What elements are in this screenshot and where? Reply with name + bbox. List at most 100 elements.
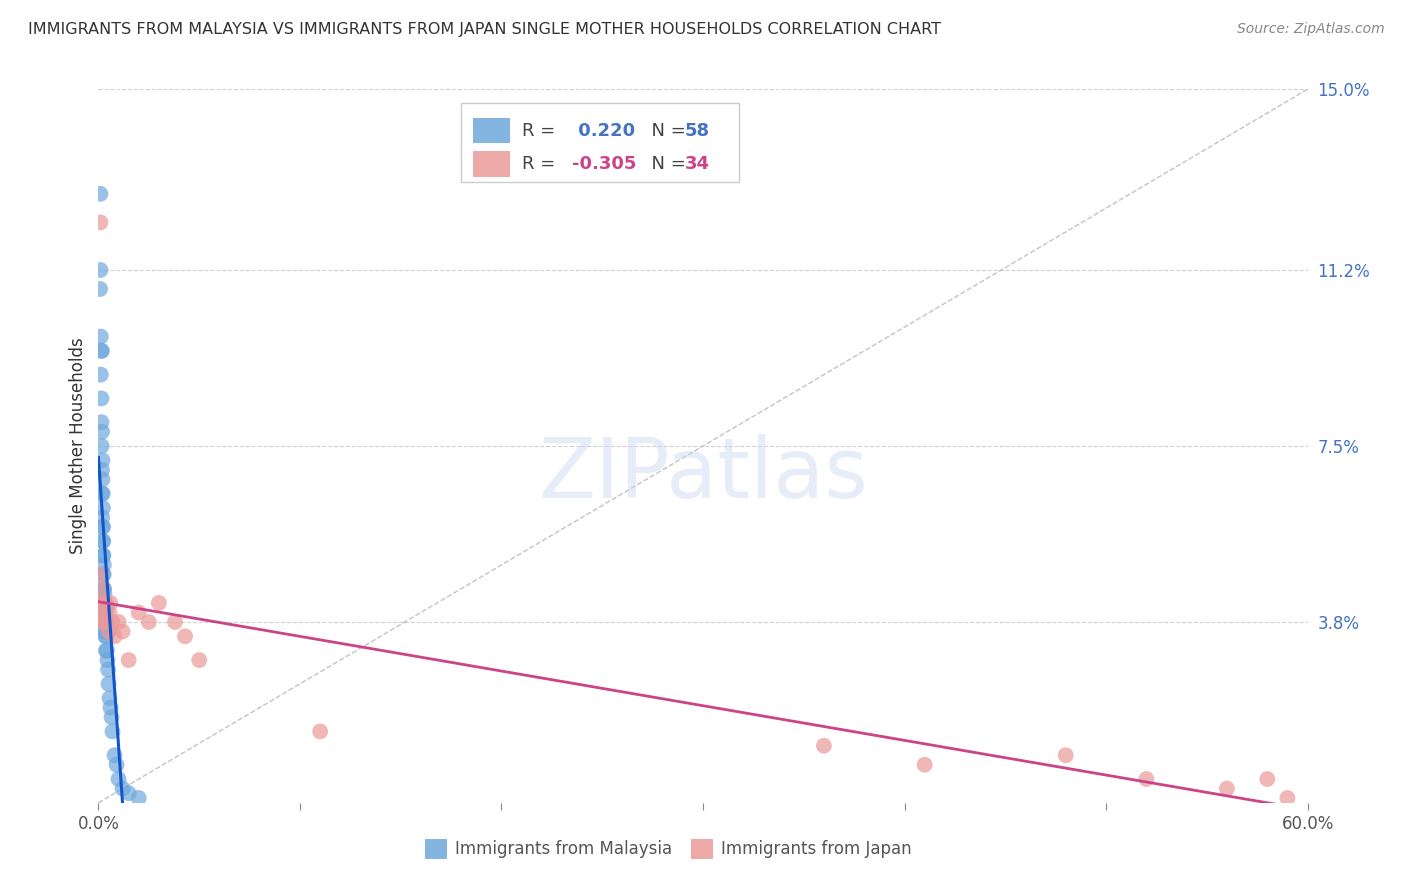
Point — [138, 615, 160, 629]
Point — [93, 558, 115, 572]
Point — [96, 596, 118, 610]
Point — [148, 596, 170, 610]
Point — [101, 615, 124, 629]
Point — [90, 343, 112, 358]
Point — [93, 624, 115, 639]
Point — [94, 606, 117, 620]
Point — [91, 486, 114, 500]
Point — [111, 781, 134, 796]
Point — [91, 567, 114, 582]
Text: R =: R = — [522, 121, 561, 139]
FancyBboxPatch shape — [690, 839, 713, 859]
Point — [97, 663, 120, 677]
Point — [1054, 748, 1077, 763]
Point — [93, 586, 115, 600]
Text: Immigrants from Malaysia: Immigrants from Malaysia — [456, 840, 672, 858]
Y-axis label: Single Mother Households: Single Mother Households — [69, 338, 87, 554]
Point — [91, 472, 114, 486]
Point — [90, 329, 112, 343]
Point — [100, 596, 122, 610]
FancyBboxPatch shape — [474, 152, 509, 177]
Point — [91, 615, 114, 629]
Point — [91, 463, 114, 477]
Point — [89, 263, 111, 277]
Point — [1277, 791, 1299, 805]
Point — [94, 629, 117, 643]
Point — [90, 343, 112, 358]
Point — [91, 510, 114, 524]
Point — [309, 724, 332, 739]
Point — [97, 624, 120, 639]
Point — [93, 606, 115, 620]
Point — [93, 615, 115, 629]
Point — [96, 629, 118, 643]
Point — [128, 606, 150, 620]
Text: N =: N = — [640, 121, 692, 139]
Point — [90, 392, 112, 406]
Point — [97, 677, 120, 691]
Text: R =: R = — [522, 155, 561, 173]
Point — [91, 582, 114, 596]
Point — [103, 629, 125, 643]
Point — [1256, 772, 1278, 786]
Point — [103, 748, 125, 763]
Point — [93, 596, 115, 610]
Point — [118, 786, 141, 800]
Point — [89, 282, 111, 296]
Point — [118, 653, 141, 667]
Point — [96, 653, 118, 667]
Point — [107, 772, 129, 786]
FancyBboxPatch shape — [461, 103, 740, 182]
Point — [94, 596, 117, 610]
Point — [813, 739, 835, 753]
Text: Source: ZipAtlas.com: Source: ZipAtlas.com — [1237, 22, 1385, 37]
Point — [91, 500, 114, 515]
Point — [91, 582, 114, 596]
Point — [93, 596, 115, 610]
Text: N =: N = — [640, 155, 692, 173]
Point — [111, 624, 134, 639]
Point — [93, 606, 115, 620]
Point — [93, 596, 115, 610]
Point — [93, 606, 115, 620]
Point — [100, 710, 122, 724]
Point — [91, 520, 114, 534]
Point — [1135, 772, 1157, 786]
Point — [91, 534, 114, 549]
Point — [93, 567, 115, 582]
Point — [107, 615, 129, 629]
Point — [96, 615, 118, 629]
Point — [90, 596, 112, 610]
Text: -0.305: -0.305 — [572, 155, 637, 173]
Point — [94, 643, 117, 657]
Point — [91, 486, 114, 500]
FancyBboxPatch shape — [425, 839, 447, 859]
Text: 58: 58 — [685, 121, 710, 139]
Point — [94, 624, 117, 639]
Point — [91, 453, 114, 467]
Point — [91, 549, 114, 563]
Point — [128, 791, 150, 805]
Point — [174, 629, 197, 643]
Text: ZIPatlas: ZIPatlas — [538, 434, 868, 515]
Point — [100, 700, 122, 714]
Point — [90, 368, 112, 382]
Point — [94, 615, 117, 629]
Point — [163, 615, 186, 629]
Point — [89, 186, 111, 201]
Point — [98, 606, 121, 620]
Text: Immigrants from Japan: Immigrants from Japan — [721, 840, 911, 858]
Text: 34: 34 — [685, 155, 710, 173]
Point — [90, 567, 112, 582]
Point — [93, 582, 115, 596]
Point — [101, 724, 124, 739]
Point — [914, 757, 936, 772]
Text: 0.220: 0.220 — [572, 121, 636, 139]
Text: IMMIGRANTS FROM MALAYSIA VS IMMIGRANTS FROM JAPAN SINGLE MOTHER HOUSEHOLDS CORRE: IMMIGRANTS FROM MALAYSIA VS IMMIGRANTS F… — [28, 22, 941, 37]
Point — [91, 534, 114, 549]
Point — [91, 520, 114, 534]
Point — [90, 439, 112, 453]
Point — [188, 653, 211, 667]
Point — [98, 691, 121, 706]
Point — [1216, 781, 1239, 796]
